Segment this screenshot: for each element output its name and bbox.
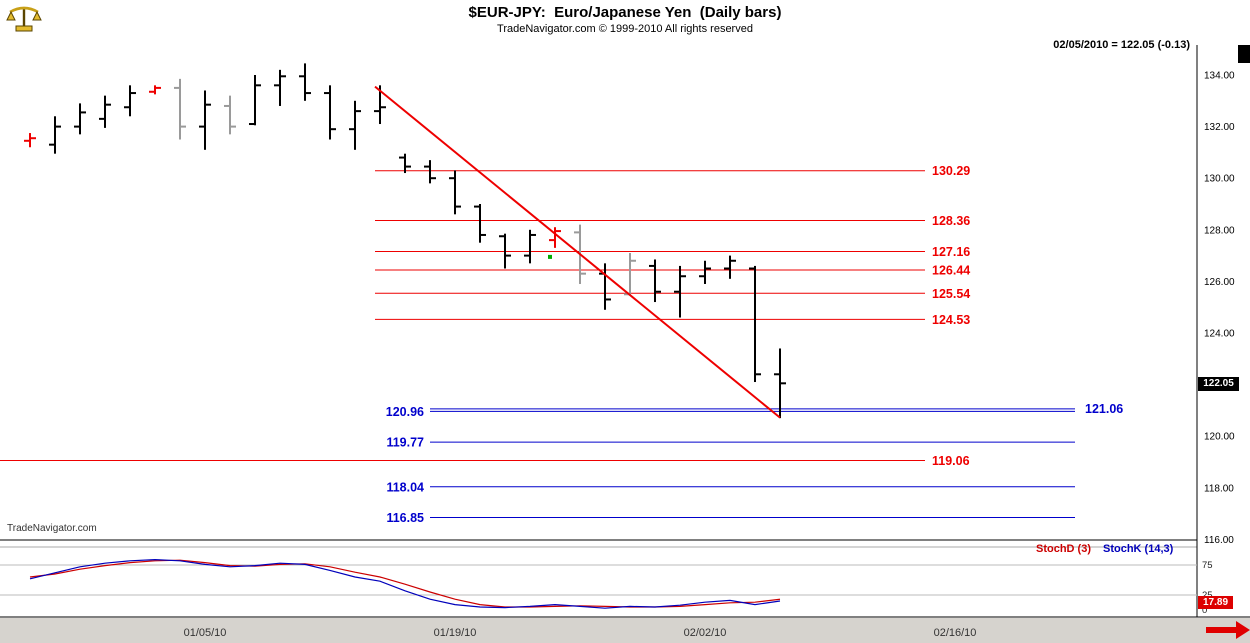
scrollbar-thumb[interactable] [1238,45,1250,63]
arrow-head [1236,621,1250,639]
resistance-label: 127.16 [932,245,970,259]
chart-title: $EUR-JPY: Euro/Japanese Yen (Daily bars) [468,4,782,21]
date-label: 02/16/10 [934,627,977,639]
resistance-label: 126.44 [932,264,970,278]
chart-subtitle: TradeNavigator.com © 1999-2010 All right… [497,23,753,35]
stoch-tick-label: 75 [1202,560,1213,571]
green-marker [548,254,552,259]
logo-beam [9,6,39,14]
stochk-line [29,558,781,609]
scroll-right-arrow[interactable] [1204,619,1250,643]
date-label: 02/02/10 [684,627,727,639]
resistance-label: 124.53 [932,313,970,327]
stochd-line [29,559,781,608]
price-tick-label: 124.00 [1204,329,1235,340]
stoch-value-box: 17.89 [1198,596,1233,609]
price-tick-label: 116.00 [1204,535,1234,546]
support-label: 116.85 [386,511,424,525]
support-label: 119.77 [386,436,424,450]
resistance-label: 119.06 [932,454,970,468]
price-tick-label: 134.00 [1204,71,1235,82]
date-axis-band [0,618,1250,643]
stoch-tick-label: 25 [1202,590,1213,601]
arrow-shaft [1206,627,1236,633]
support-label: 118.04 [386,480,424,494]
resistance-label: 128.36 [932,214,970,228]
price-tick-label: 118.00 [1204,483,1234,494]
support-label: 120.96 [386,405,424,419]
resistance-label: 130.29 [932,164,970,178]
price-tick-label: 126.00 [1204,277,1235,288]
support-label: 121.06 [1085,402,1123,416]
legend-stochk[interactable]: StochK (14,3) [1103,543,1174,555]
logo-right-pan [32,10,42,21]
price-tick-label: 128.00 [1204,225,1235,236]
resistance-label: 125.54 [932,287,970,301]
legend-stochd[interactable]: StochD (3) [1036,543,1091,555]
logo-left-pan [6,10,16,21]
last-quote-readout: 02/05/2010 = 122.05 (-0.13) [1053,39,1190,51]
price-tick-label: 120.00 [1204,432,1235,443]
trend-line [374,85,781,419]
date-label: 01/19/10 [434,627,477,639]
stoch-legend: StochD (3) StochK (14,3) [1036,543,1173,555]
price-tick-label: 132.00 [1204,122,1235,133]
tradenavigator-logo[interactable] [4,3,44,35]
watermark: TradeNavigator.com [7,523,97,534]
price-tick-label: 130.00 [1204,174,1235,185]
last-price-box: 122.05 [1198,377,1239,391]
logo-base [15,25,33,32]
date-label: 01/05/10 [184,627,227,639]
stoch-tick-label: 0 [1202,605,1207,616]
